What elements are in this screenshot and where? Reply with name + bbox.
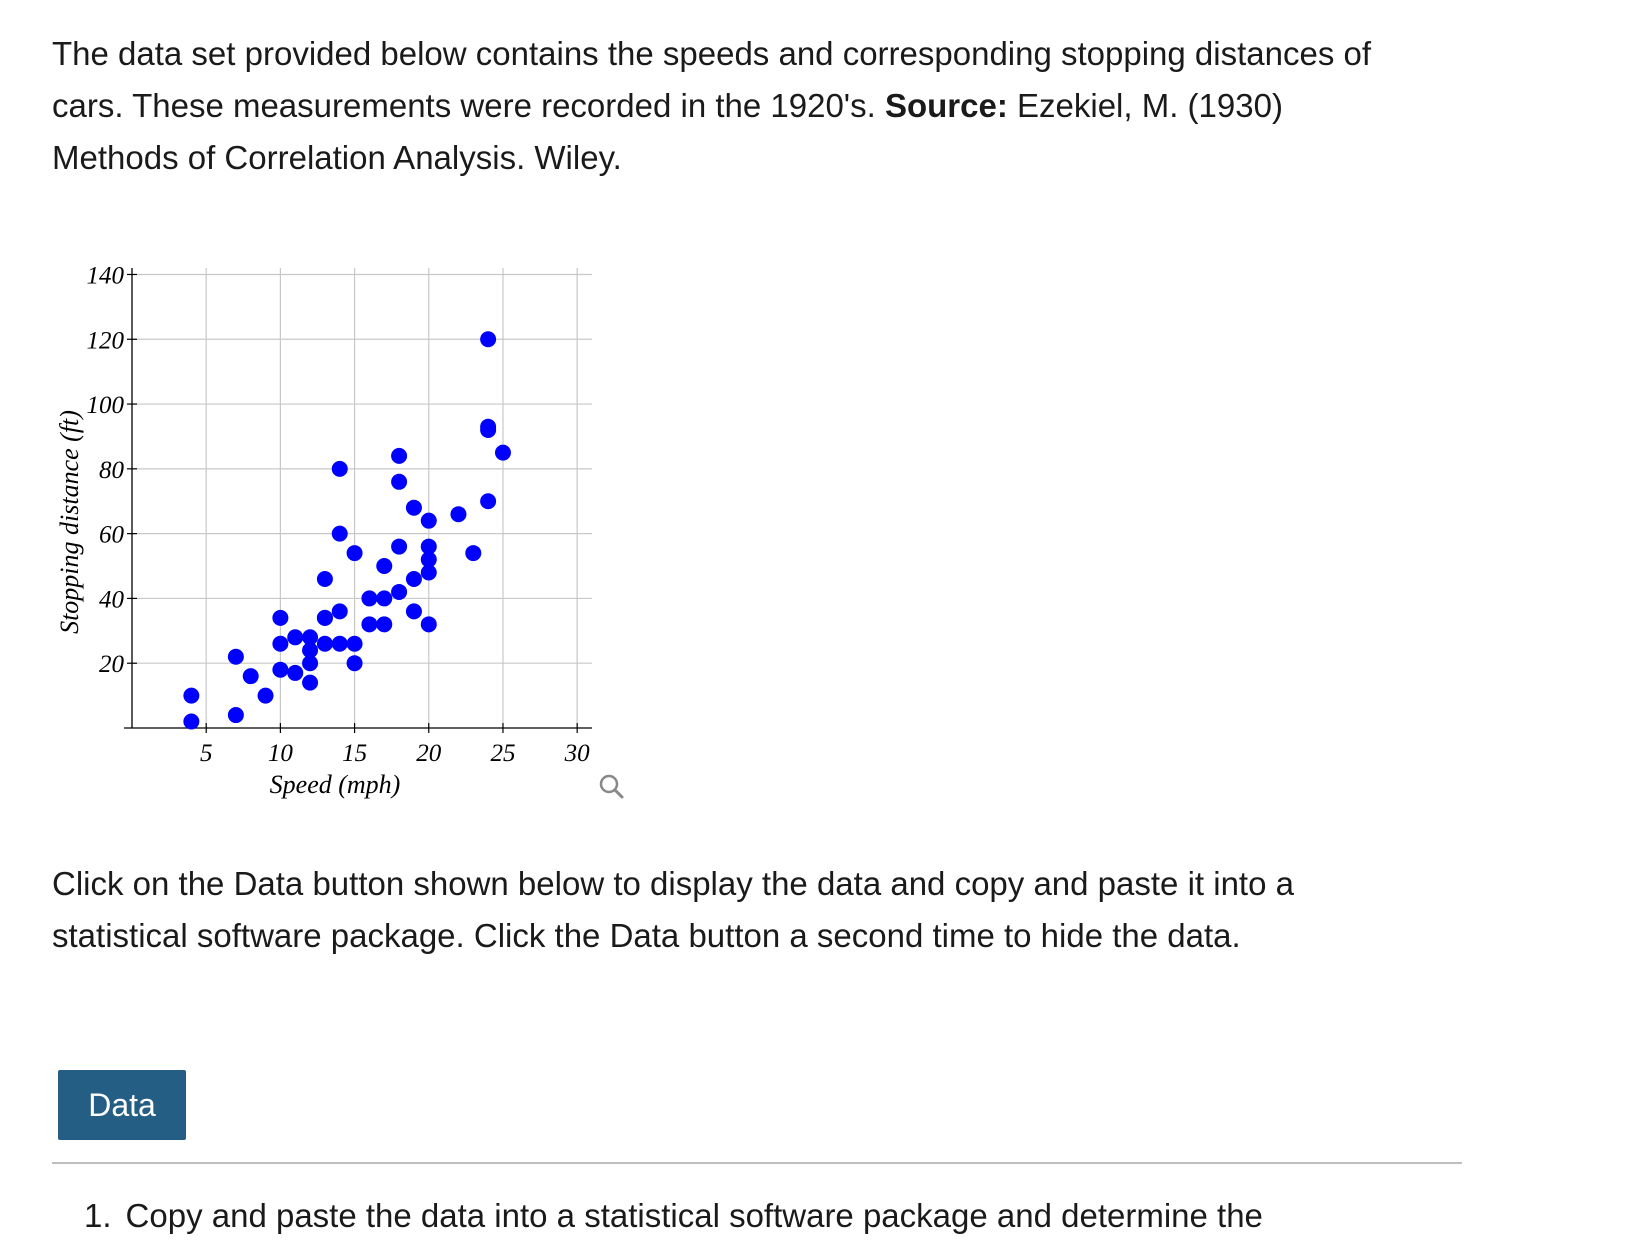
- data-point: [420, 616, 437, 633]
- divider: [52, 1162, 1462, 1164]
- data-point: [272, 635, 289, 652]
- data-point: [391, 538, 408, 555]
- source-citation: Ezekiel, M. (1930) Methods of Correlatio…: [52, 87, 1283, 176]
- question-text: Copy and paste the data into a statistic…: [125, 1197, 1263, 1234]
- y-tick-label: 100: [87, 392, 125, 419]
- data-point: [376, 558, 393, 575]
- y-axis-title: Stopping distance (ft): [55, 410, 84, 634]
- data-point: [242, 668, 259, 685]
- data-point: [465, 545, 482, 562]
- data-point: [331, 525, 348, 542]
- x-tick-label: 25: [490, 740, 515, 767]
- scatter-chart: 5 10 15 20 25 30 20 40 60 80 100 120 140 Speed (mph)…: [40, 240, 680, 830]
- data-point: [391, 447, 408, 464]
- magnifier-icon[interactable]: [599, 774, 624, 799]
- data-point: [376, 616, 393, 633]
- y-tick-label: 20: [99, 651, 125, 678]
- x-axis-title: Speed (mph): [270, 770, 401, 799]
- data-point: [405, 570, 422, 587]
- data-point: [405, 499, 422, 516]
- data-point: [450, 506, 467, 523]
- data-point: [316, 609, 333, 626]
- data-point: [420, 538, 437, 555]
- data-point: [391, 473, 408, 490]
- data-point: [376, 590, 393, 607]
- x-tick-label: 15: [342, 740, 367, 767]
- data-point: [302, 674, 319, 691]
- source-label: Source:: [884, 87, 1008, 124]
- data-point: [316, 635, 333, 652]
- axes: 5 10 15 20 25 30 20 40 60 80 100 120 140: [87, 262, 592, 767]
- intro-text: The data set provided below contains the…: [52, 35, 1372, 124]
- data-point: [302, 642, 319, 659]
- data-point: [287, 629, 304, 646]
- question-item: 1. Copy and paste the data into a statist…: [84, 1190, 1263, 1242]
- data-point: [480, 418, 497, 435]
- data-point: [331, 603, 348, 620]
- data-point: [346, 545, 363, 562]
- data-point: [346, 635, 363, 652]
- data-point: [494, 444, 511, 461]
- y-tick-label: 40: [99, 586, 125, 613]
- data-point: [391, 583, 408, 600]
- data-point: [480, 331, 497, 348]
- y-tick-label: 60: [99, 522, 125, 549]
- question-number: 1.: [84, 1197, 112, 1234]
- data-point: [361, 590, 378, 607]
- data-point: [405, 603, 422, 620]
- x-tick-label: 5: [200, 740, 213, 767]
- data-point: [361, 616, 378, 633]
- data-point: [227, 707, 244, 724]
- data-point: [331, 460, 348, 477]
- x-tick-label: 30: [564, 740, 591, 767]
- data-point: [272, 609, 289, 626]
- data-point: [331, 635, 348, 652]
- data-point: [480, 493, 497, 510]
- y-tick-label: 120: [87, 327, 125, 354]
- data-point: [183, 713, 200, 730]
- data-point: [346, 655, 363, 672]
- data-point: [420, 564, 437, 581]
- y-tick-label: 80: [99, 457, 125, 484]
- data-point: [316, 570, 333, 587]
- scatter-plot-svg: 5 10 15 20 25 30 20 40 60 80 100 120 140 Speed (mph)…: [55, 262, 624, 799]
- data-points: [183, 331, 511, 730]
- x-tick-label: 20: [416, 740, 442, 767]
- grid-lines: [132, 268, 592, 728]
- data-point: [287, 664, 304, 681]
- data-point: [227, 648, 244, 665]
- instructions-paragraph: Click on the Data button shown below to …: [52, 865, 1294, 954]
- y-tick-label: 140: [87, 262, 125, 289]
- x-tick-label: 10: [268, 740, 294, 767]
- data-point: [420, 512, 437, 529]
- data-point: [302, 655, 319, 672]
- data-point: [257, 687, 274, 704]
- data-point: [272, 661, 289, 678]
- intro-paragraph: The data set provided below contains the…: [52, 28, 1392, 184]
- data-point: [183, 687, 200, 704]
- data-button[interactable]: Data: [58, 1070, 186, 1140]
- data-point: [420, 551, 437, 568]
- data-point: [302, 629, 319, 646]
